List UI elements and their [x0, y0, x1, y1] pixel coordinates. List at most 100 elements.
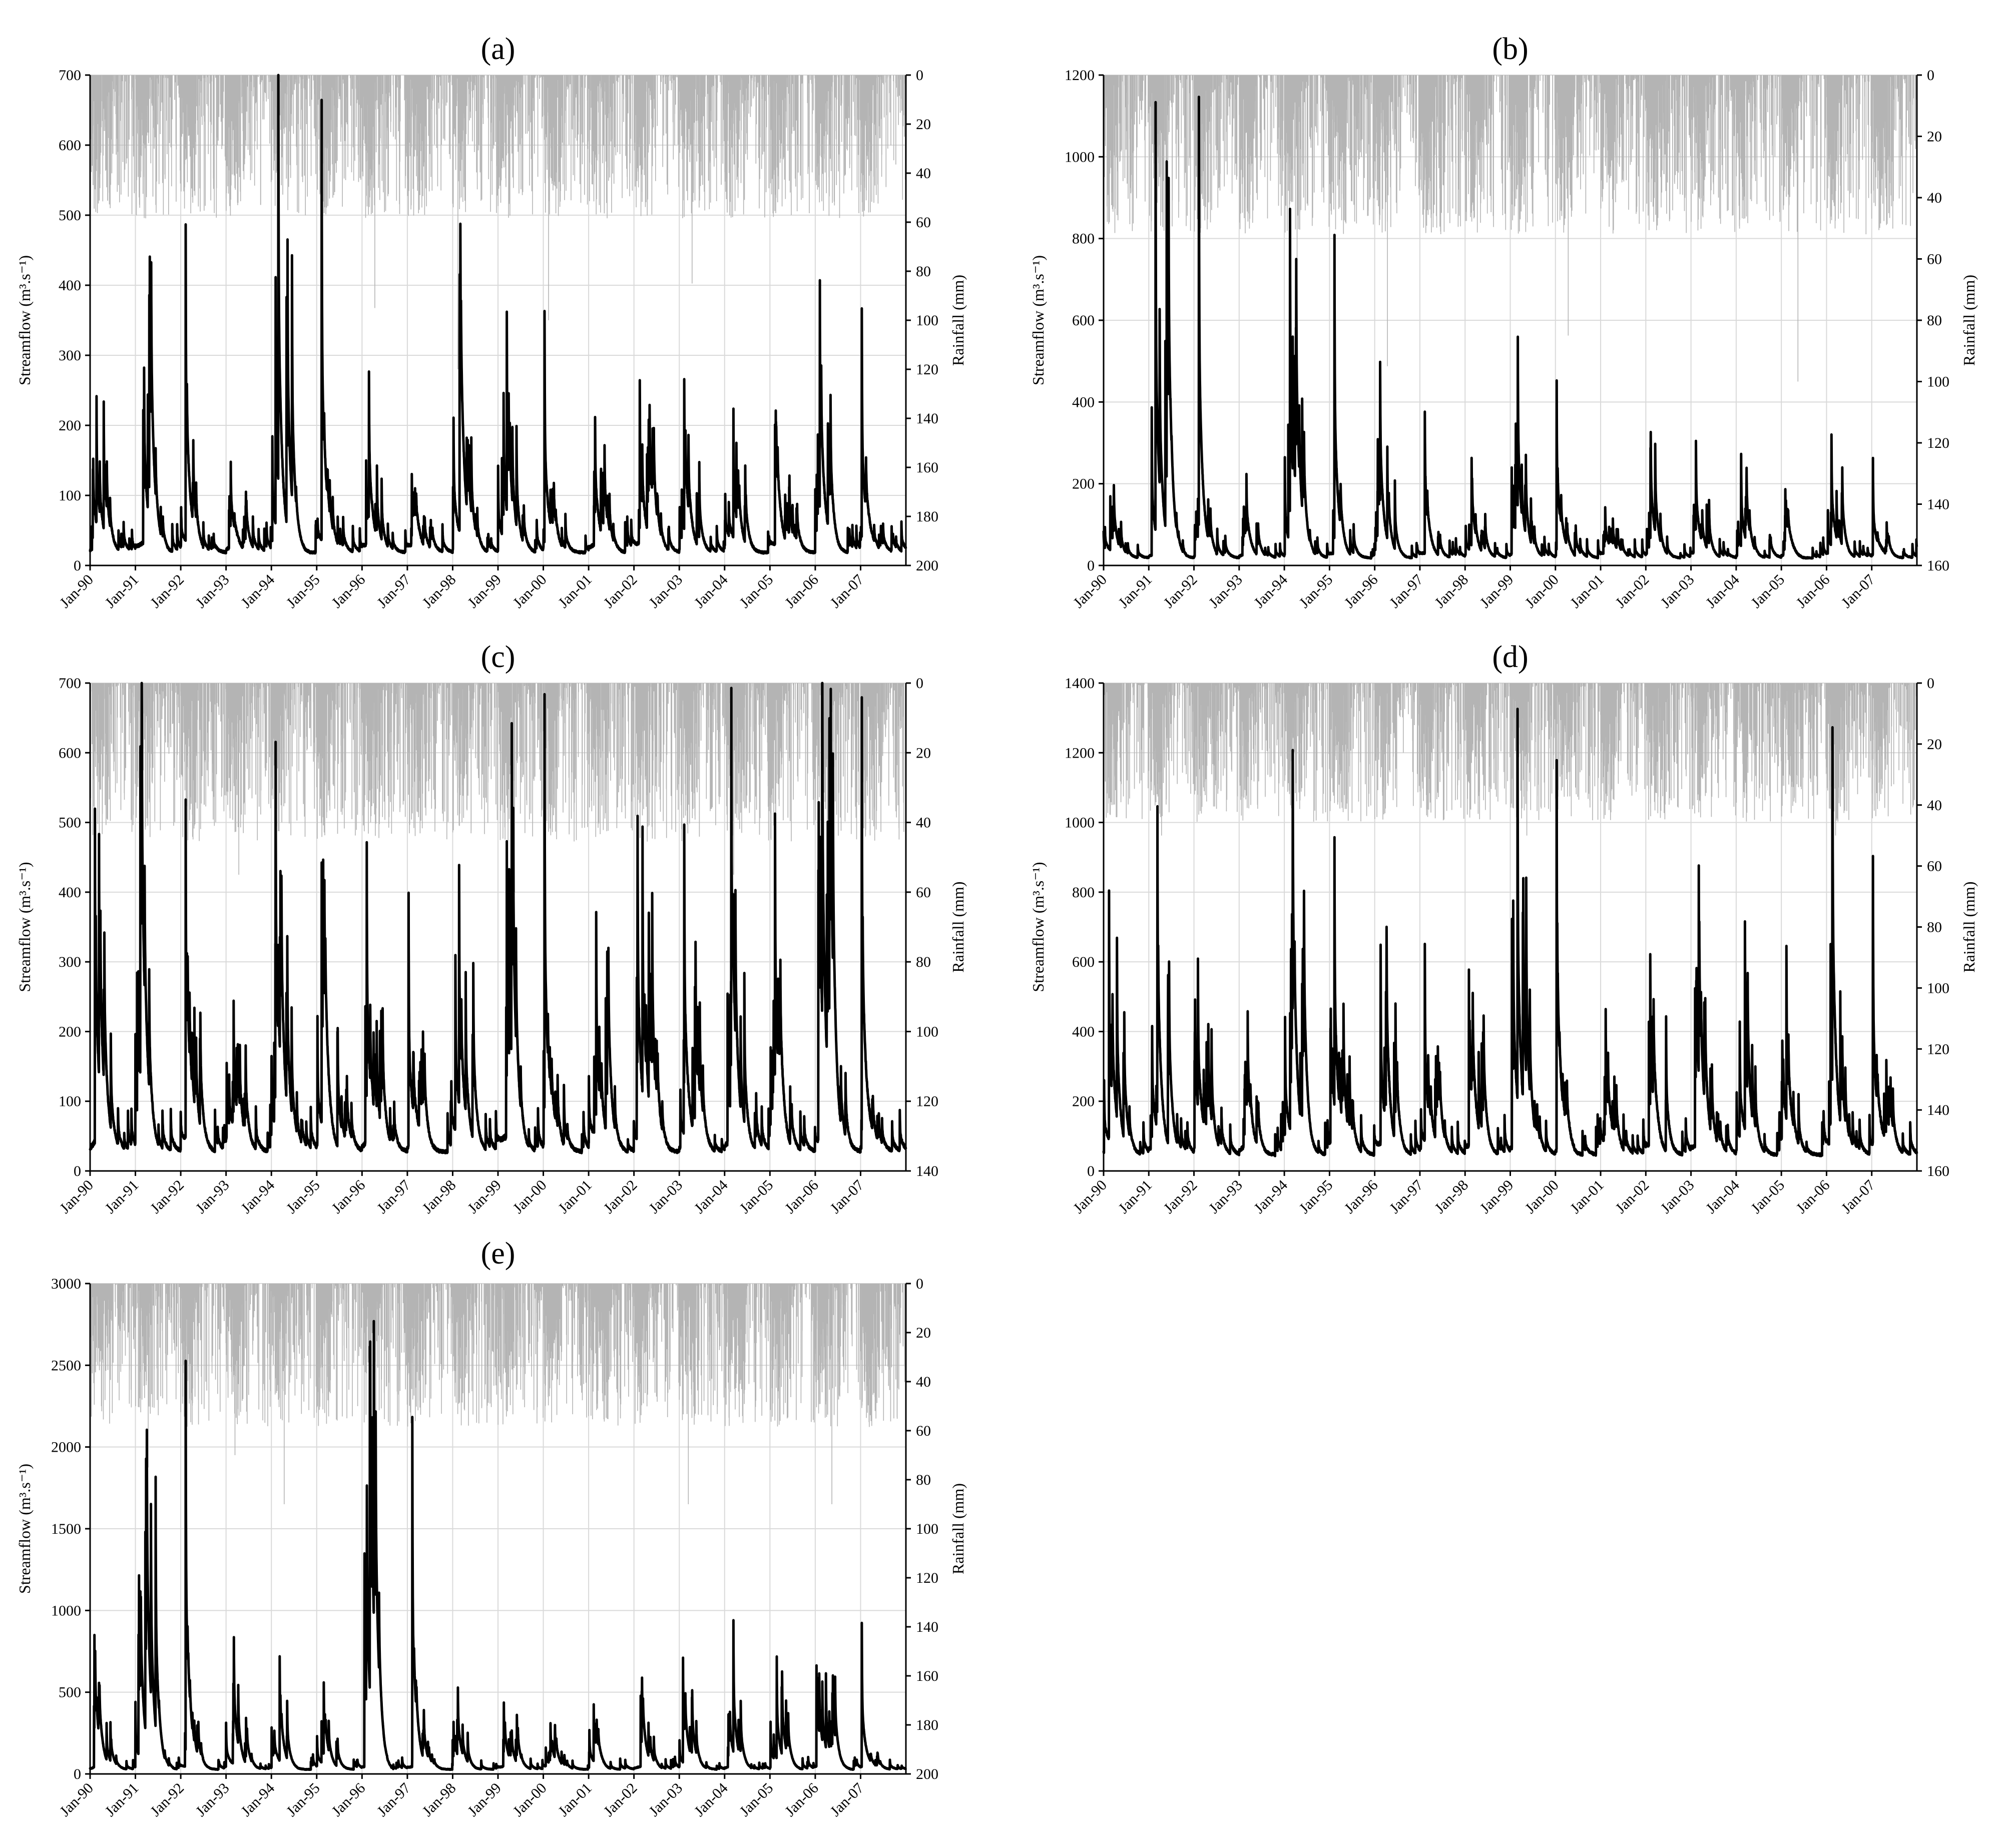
x-tick-label: Jan-96 — [328, 1177, 368, 1217]
y-tick-label: 200 — [1072, 1093, 1095, 1110]
y2-tick-label: 120 — [916, 1093, 938, 1110]
x-tick-label: Jan-01 — [555, 1177, 595, 1217]
y-axis-title: Streamflow (m³.s⁻¹) — [16, 1464, 34, 1594]
chart-panel-b: (b) 0 200 400 600 800 1000 1200 0 20 40 60 80 100 120 1… — [1016, 0, 2009, 626]
y2-tick-label: 100 — [916, 312, 938, 329]
x-tick-label: Jan-01 — [1567, 571, 1607, 611]
y-tick-label: 600 — [1072, 312, 1095, 329]
streamflow-series — [89, 74, 907, 555]
x-tick-label: Jan-01 — [555, 1780, 595, 1820]
y2-tick-label: 60 — [1927, 251, 1942, 268]
x-tick-label: Jan-98 — [419, 1177, 459, 1217]
y2-tick-label: 100 — [1927, 374, 1949, 390]
x-tick-label: Jan-07 — [1838, 1177, 1878, 1217]
x-tick-label: Jan-05 — [736, 571, 776, 611]
x-tick-label: Jan-05 — [1748, 1177, 1788, 1217]
y-tick-label: 1000 — [1065, 815, 1095, 831]
streamflow-series — [89, 682, 907, 1154]
x-tick-label: Jan-97 — [374, 1780, 414, 1820]
chart-c: (c) 0 100 200 300 400 500 600 700 0 20 40 60 80 100 120… — [16, 640, 967, 1217]
x-tick-label: Jan-94 — [238, 1780, 278, 1820]
y2-tick-label: 40 — [1927, 797, 1942, 814]
y2-tick-label: 120 — [916, 361, 938, 378]
y-axis-title: Streamflow (m³.s⁻¹) — [1029, 862, 1047, 992]
y2-tick-label: 60 — [1927, 858, 1942, 875]
y2-tick-label: 40 — [916, 815, 931, 831]
x-tick-label: Jan-92 — [1161, 571, 1201, 611]
y2-tick-label: 80 — [1927, 919, 1942, 936]
x-tick-label: Jan-02 — [1612, 1177, 1652, 1217]
x-tick-label: Jan-00 — [510, 1780, 550, 1820]
x-tick-label: Jan-98 — [419, 1780, 459, 1820]
y2-tick-label: 60 — [916, 884, 931, 901]
x-tick-label: Jan-05 — [736, 1780, 776, 1820]
x-tick-label: Jan-93 — [193, 1177, 233, 1217]
x-tick-label: Jan-04 — [691, 1780, 731, 1820]
x-tick-label: Jan-97 — [374, 1177, 414, 1217]
streamflow-series — [89, 1320, 907, 1771]
x-tick-label: Jan-90 — [1070, 1177, 1110, 1217]
y-tick-label: 3000 — [51, 1276, 81, 1292]
y-tick-label: 2000 — [51, 1439, 81, 1456]
y2-tick-label: 160 — [916, 1668, 938, 1684]
x-tick-label: Jan-98 — [419, 571, 459, 611]
x-tick-label: Jan-07 — [827, 1780, 867, 1820]
y2-tick-label: 100 — [916, 1521, 938, 1537]
x-tick-label: Jan-90 — [57, 1177, 97, 1217]
x-tick-label: Jan-95 — [283, 1177, 323, 1217]
x-tick-label: Jan-01 — [555, 571, 595, 611]
streamflow-series — [1102, 96, 1918, 560]
y-tick-label: 2500 — [51, 1357, 81, 1374]
y2-tick-label: 60 — [916, 214, 931, 231]
y-tick-label: 200 — [59, 1023, 81, 1040]
chart-e: (e) 0 500 1000 1500 2000 2500 3000 0 20 40 60 80 100 1… — [16, 1237, 967, 1820]
x-tick-label: Jan-06 — [782, 1780, 822, 1820]
x-tick-label: Jan-03 — [646, 571, 686, 611]
x-tick-label: Jan-92 — [147, 571, 187, 611]
x-tick-label: Jan-94 — [238, 1177, 278, 1217]
y-axis-title: Streamflow (m³.s⁻¹) — [16, 862, 34, 992]
x-tick-label: Jan-93 — [1206, 1177, 1246, 1217]
x-tick-label: Jan-04 — [1703, 571, 1743, 611]
y-tick-label: 1000 — [51, 1602, 81, 1619]
y2-tick-label: 180 — [916, 508, 938, 525]
y2-tick-label: 20 — [916, 745, 931, 761]
y2-tick-label: 140 — [916, 410, 938, 427]
y-tick-label: 500 — [59, 815, 81, 831]
x-tick-label: Jan-04 — [691, 571, 731, 611]
x-tick-label: Jan-90 — [57, 1780, 97, 1820]
x-tick-label: Jan-06 — [1793, 571, 1833, 611]
y2-tick-label: 0 — [1927, 675, 1934, 692]
panel-title: (d) — [1492, 640, 1528, 674]
x-tick-label: Jan-90 — [57, 571, 97, 611]
y2-tick-label: 140 — [1927, 1102, 1949, 1118]
y-tick-label: 500 — [59, 1684, 81, 1701]
y2-tick-label: 40 — [916, 1374, 931, 1390]
y2-tick-label: 40 — [916, 165, 931, 182]
y2-tick-label: 140 — [1927, 496, 1949, 513]
x-tick-label: Jan-91 — [102, 571, 142, 611]
x-tick-label: Jan-96 — [328, 571, 368, 611]
x-tick-label: Jan-99 — [1477, 1177, 1517, 1217]
chart-panel-e: (e) 0 500 1000 1500 2000 2500 3000 0 20 40 60 80 100 1… — [0, 1216, 996, 1848]
y-tick-label: 700 — [59, 67, 81, 84]
rainfall-series — [90, 683, 904, 892]
y-axis-title: Streamflow (m³.s⁻¹) — [16, 255, 34, 385]
x-tick-label: Jan-03 — [646, 1780, 686, 1820]
x-tick-label: Jan-06 — [782, 571, 822, 611]
x-tick-label: Jan-04 — [1703, 1177, 1743, 1217]
panel-title: (e) — [481, 1237, 516, 1271]
x-tick-label: Jan-91 — [102, 1177, 142, 1217]
x-tick-label: Jan-02 — [601, 571, 641, 611]
y-tick-label: 100 — [59, 1093, 81, 1110]
y2-tick-label: 80 — [1927, 312, 1942, 329]
chart-b: (b) 0 200 400 600 800 1000 1200 0 20 40 60 80 100 120 1… — [1029, 32, 1978, 611]
x-tick-label: Jan-07 — [1838, 571, 1878, 611]
panel-title: (c) — [481, 640, 516, 674]
y2-tick-label: 120 — [1927, 1041, 1949, 1057]
y2-tick-label: 180 — [916, 1717, 938, 1733]
chart-d: (d) 0 200 400 600 800 1000 1200 1400 0 20 40 60 80 100… — [1029, 640, 1978, 1217]
y-tick-label: 100 — [59, 487, 81, 504]
x-tick-label: Jan-93 — [1206, 571, 1246, 611]
y2-axis-title: Rainfall (mm) — [1960, 881, 1978, 972]
